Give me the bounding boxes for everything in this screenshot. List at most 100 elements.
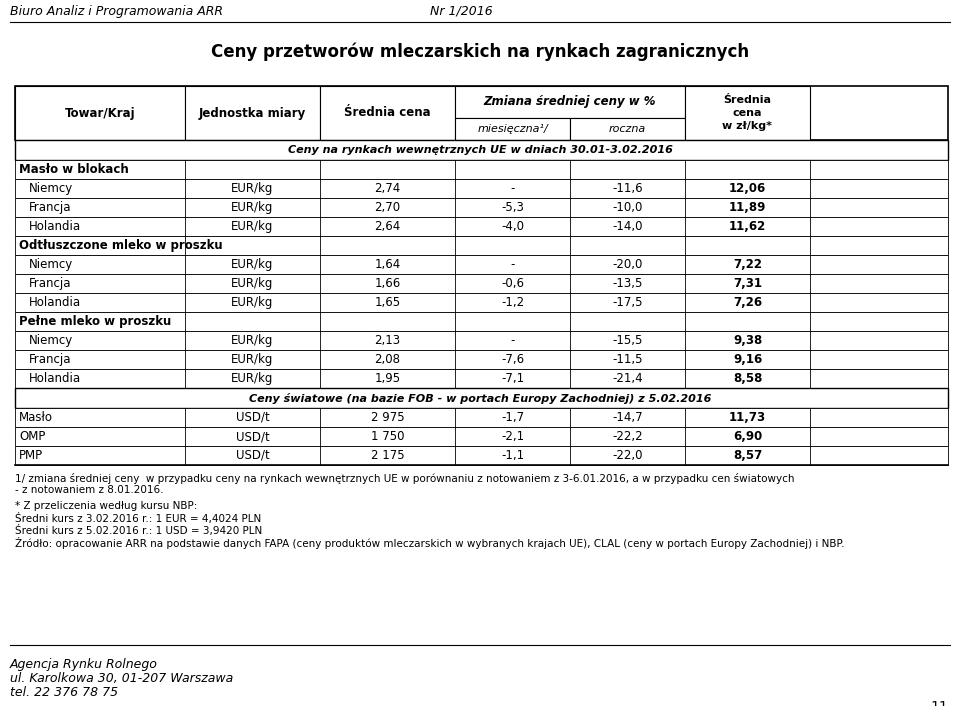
Text: USD/t: USD/t <box>235 411 270 424</box>
Text: Towar/Kraj: Towar/Kraj <box>64 107 135 119</box>
Text: -14,0: -14,0 <box>612 220 643 233</box>
Text: 11,62: 11,62 <box>729 220 766 233</box>
Text: -13,5: -13,5 <box>612 277 642 290</box>
Text: -22,0: -22,0 <box>612 449 643 462</box>
Text: -21,4: -21,4 <box>612 372 643 385</box>
Bar <box>15 331 948 350</box>
Text: -10,0: -10,0 <box>612 201 642 214</box>
Text: -1,2: -1,2 <box>501 296 524 309</box>
Text: Jednostka miary: Jednostka miary <box>199 107 306 119</box>
Bar <box>15 293 948 312</box>
Text: OMP: OMP <box>19 430 45 443</box>
Bar <box>15 274 948 293</box>
Text: -4,0: -4,0 <box>501 220 524 233</box>
Text: Pełne mleko w proszku: Pełne mleko w proszku <box>19 315 171 328</box>
Text: EUR/kg: EUR/kg <box>231 220 274 233</box>
Bar <box>15 369 948 388</box>
Bar <box>15 140 948 160</box>
Bar <box>15 198 948 217</box>
Text: -11,6: -11,6 <box>612 182 643 195</box>
Text: Nr 1/2016: Nr 1/2016 <box>430 5 492 18</box>
Text: 11,89: 11,89 <box>729 201 766 214</box>
Text: Niemcy: Niemcy <box>29 258 73 271</box>
Text: 1,95: 1,95 <box>374 372 400 385</box>
Text: Średnia
cena
w zł/kg*: Średnia cena w zł/kg* <box>723 95 773 131</box>
Bar <box>15 179 948 198</box>
Text: Holandia: Holandia <box>29 296 82 309</box>
Text: Średni kurs z 3.02.2016 r.: 1 EUR = 4,4024 PLN: Średni kurs z 3.02.2016 r.: 1 EUR = 4,40… <box>15 513 261 524</box>
Text: -17,5: -17,5 <box>612 296 643 309</box>
Bar <box>185 86 320 140</box>
Bar <box>455 118 570 140</box>
Text: EUR/kg: EUR/kg <box>231 201 274 214</box>
Bar <box>15 86 948 140</box>
Text: -7,6: -7,6 <box>501 353 524 366</box>
Text: ul. Karolkowa 30, 01-207 Warszawa: ul. Karolkowa 30, 01-207 Warszawa <box>10 672 233 685</box>
Text: 6,90: 6,90 <box>732 430 762 443</box>
Text: 1,65: 1,65 <box>374 296 400 309</box>
Text: Niemcy: Niemcy <box>29 334 73 347</box>
Text: -1,1: -1,1 <box>501 449 524 462</box>
Text: Odtłuszczone mleko w proszku: Odtłuszczone mleko w proszku <box>19 239 223 252</box>
Text: Masło w blokach: Masło w blokach <box>19 163 129 176</box>
Bar <box>15 446 948 465</box>
Bar <box>455 86 685 118</box>
Text: 2,13: 2,13 <box>374 334 400 347</box>
Text: 12,06: 12,06 <box>729 182 766 195</box>
Text: 8,57: 8,57 <box>732 449 762 462</box>
Text: Holandia: Holandia <box>29 220 82 233</box>
Text: EUR/kg: EUR/kg <box>231 372 274 385</box>
Text: Francja: Francja <box>29 277 71 290</box>
Text: Średni kurs z 5.02.2016 r.: 1 USD = 3,9420 PLN: Średni kurs z 5.02.2016 r.: 1 USD = 3,94… <box>15 525 262 536</box>
Text: -14,7: -14,7 <box>612 411 643 424</box>
Text: Holandia: Holandia <box>29 372 82 385</box>
Text: tel. 22 376 78 75: tel. 22 376 78 75 <box>10 686 118 699</box>
Text: -: - <box>511 182 515 195</box>
Text: EUR/kg: EUR/kg <box>231 258 274 271</box>
Text: 2 975: 2 975 <box>371 411 404 424</box>
Text: Masło: Masło <box>19 411 53 424</box>
Text: -5,3: -5,3 <box>501 201 524 214</box>
Text: 7,31: 7,31 <box>733 277 762 290</box>
Text: 2,08: 2,08 <box>374 353 400 366</box>
Bar <box>15 160 948 179</box>
Bar <box>15 427 948 446</box>
Text: -15,5: -15,5 <box>612 334 642 347</box>
Text: EUR/kg: EUR/kg <box>231 277 274 290</box>
Text: 2,64: 2,64 <box>374 220 400 233</box>
Bar <box>15 255 948 274</box>
Bar <box>15 86 185 140</box>
Text: miesięczna¹/: miesięczna¹/ <box>477 124 548 134</box>
Text: Ceny na rynkach wewnętrznych UE w dniach 30.01-3.02.2016: Ceny na rynkach wewnętrznych UE w dniach… <box>288 145 672 155</box>
Text: 9,38: 9,38 <box>732 334 762 347</box>
Text: 1,66: 1,66 <box>374 277 400 290</box>
Bar <box>15 408 948 427</box>
Text: -7,1: -7,1 <box>501 372 524 385</box>
Text: 1,64: 1,64 <box>374 258 400 271</box>
Text: 2,70: 2,70 <box>374 201 400 214</box>
Text: EUR/kg: EUR/kg <box>231 334 274 347</box>
Bar <box>685 86 810 140</box>
Text: USD/t: USD/t <box>235 449 270 462</box>
Text: Zmiana średniej ceny w %: Zmiana średniej ceny w % <box>484 95 657 109</box>
Text: 8,58: 8,58 <box>732 372 762 385</box>
Text: PMP: PMP <box>19 449 43 462</box>
Text: Agencja Rynku Rolnego: Agencja Rynku Rolnego <box>10 658 157 671</box>
Bar <box>15 217 948 236</box>
Text: -: - <box>511 258 515 271</box>
Text: 7,26: 7,26 <box>732 296 762 309</box>
Text: USD/t: USD/t <box>235 430 270 443</box>
Text: -11,5: -11,5 <box>612 353 643 366</box>
Text: - z notowaniem z 8.01.2016.: - z notowaniem z 8.01.2016. <box>15 485 163 495</box>
Text: Niemcy: Niemcy <box>29 182 73 195</box>
Text: 7,22: 7,22 <box>733 258 762 271</box>
Text: -20,0: -20,0 <box>612 258 642 271</box>
Text: 2,74: 2,74 <box>374 182 400 195</box>
Bar <box>15 236 948 255</box>
Text: Średnia cena: Średnia cena <box>345 107 431 119</box>
Text: EUR/kg: EUR/kg <box>231 182 274 195</box>
Bar <box>15 388 948 408</box>
Bar <box>320 86 455 140</box>
Text: 2 175: 2 175 <box>371 449 404 462</box>
Bar <box>570 118 685 140</box>
